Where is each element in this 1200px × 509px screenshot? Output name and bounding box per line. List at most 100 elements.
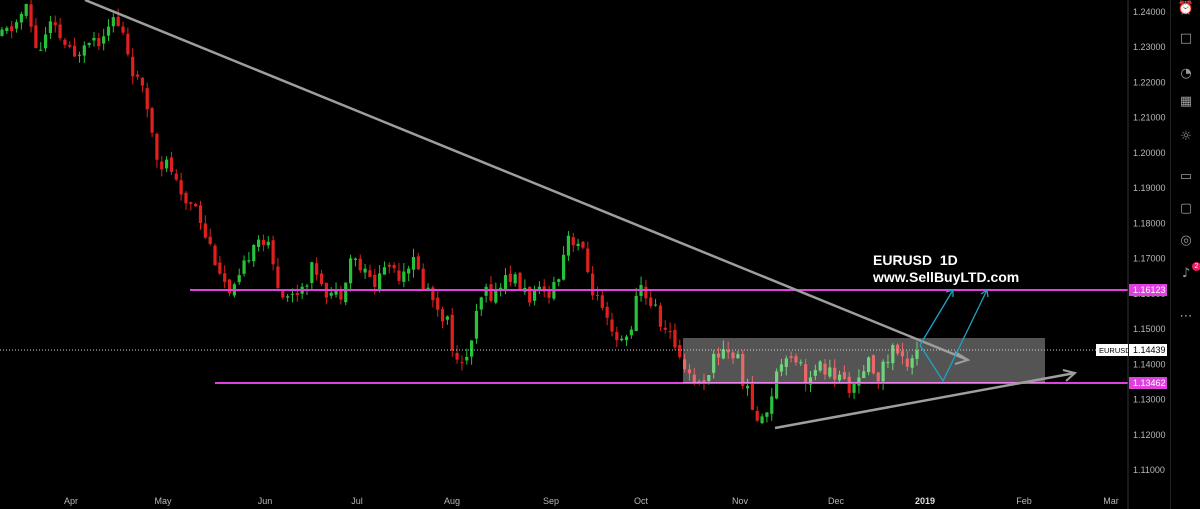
- bearish-candle[interactable]: [10, 26, 14, 32]
- bearish-candle[interactable]: [315, 263, 319, 275]
- bearish-candle[interactable]: [126, 33, 130, 55]
- bullish-candle[interactable]: [537, 286, 541, 292]
- bullish-candle[interactable]: [111, 17, 115, 27]
- bearish-candle[interactable]: [397, 270, 401, 281]
- bearish-candle[interactable]: [455, 353, 459, 360]
- bullish-candle[interactable]: [566, 235, 571, 256]
- bullish-candle[interactable]: [465, 356, 469, 361]
- bullish-candle[interactable]: [634, 295, 638, 331]
- bullish-candle[interactable]: [808, 377, 813, 385]
- bullish-candle[interactable]: [353, 258, 358, 260]
- bearish-candle[interactable]: [687, 369, 692, 374]
- bullish-candle[interactable]: [818, 361, 822, 371]
- bearish-candle[interactable]: [174, 173, 178, 180]
- bullish-candle[interactable]: [411, 256, 416, 270]
- bearish-candle[interactable]: [29, 4, 33, 27]
- bearish-candle[interactable]: [189, 202, 193, 204]
- alarm-clock-icon[interactable]: ⏰: [1177, 1, 1195, 16]
- bearish-candle[interactable]: [97, 38, 101, 47]
- bullish-candle[interactable]: [378, 273, 382, 290]
- bullish-candle[interactable]: [77, 54, 82, 56]
- bearish-candle[interactable]: [431, 287, 435, 301]
- bearish-candle[interactable]: [842, 372, 846, 379]
- bearish-candle[interactable]: [528, 286, 532, 303]
- bearish-candle[interactable]: [804, 364, 808, 383]
- ascending-trendline[interactable]: [774, 371, 1076, 430]
- bearish-candle[interactable]: [440, 309, 445, 322]
- projection-arrow-path-2[interactable]: [919, 289, 988, 383]
- bullish-candle[interactable]: [736, 354, 740, 359]
- bearish-candle[interactable]: [58, 24, 62, 39]
- bearish-candle[interactable]: [581, 241, 585, 248]
- projection-arrow-path[interactable]: [919, 289, 954, 346]
- bearish-candle[interactable]: [421, 268, 425, 290]
- bullish-candle[interactable]: [48, 21, 53, 34]
- bullish-candle[interactable]: [828, 367, 832, 377]
- bearish-candle[interactable]: [116, 16, 120, 26]
- bullish-candle[interactable]: [707, 375, 711, 382]
- bullish-candle[interactable]: [484, 286, 488, 296]
- bullish-candle[interactable]: [770, 396, 774, 414]
- bullish-candle[interactable]: [775, 371, 779, 399]
- bullish-candle[interactable]: [87, 42, 91, 45]
- bearish-candle[interactable]: [649, 297, 653, 307]
- bullish-candle[interactable]: [760, 416, 764, 424]
- ideas-icon[interactable]: ◔: [1180, 66, 1192, 81]
- bullish-candle[interactable]: [310, 262, 314, 284]
- bullish-candle[interactable]: [402, 271, 406, 282]
- bullish-candle[interactable]: [653, 304, 658, 306]
- bearish-candle[interactable]: [794, 356, 798, 363]
- bullish-candle[interactable]: [266, 241, 270, 246]
- bullish-candle[interactable]: [106, 26, 111, 36]
- bearish-candle[interactable]: [319, 273, 324, 285]
- bearish-candle[interactable]: [373, 274, 377, 287]
- speech-bubble-icon[interactable]: ▢: [1179, 201, 1193, 216]
- bearish-candle[interactable]: [489, 284, 493, 301]
- bearish-candle[interactable]: [218, 262, 222, 274]
- bearish-candle[interactable]: [223, 273, 227, 282]
- bullish-candle[interactable]: [19, 13, 23, 23]
- bearish-candle[interactable]: [871, 355, 876, 374]
- bearish-candle[interactable]: [741, 353, 745, 386]
- bullish-candle[interactable]: [39, 49, 43, 51]
- bullish-candle[interactable]: [513, 274, 517, 284]
- bearish-candle[interactable]: [460, 362, 464, 364]
- bullish-candle[interactable]: [329, 292, 333, 296]
- bullish-candle[interactable]: [862, 371, 866, 379]
- bullish-candle[interactable]: [445, 316, 449, 320]
- bearish-candle[interactable]: [668, 331, 672, 333]
- bullish-candle[interactable]: [344, 282, 348, 303]
- bullish-candle[interactable]: [334, 290, 338, 295]
- bullish-candle[interactable]: [915, 350, 919, 359]
- bearish-candle[interactable]: [876, 372, 880, 382]
- chat-icon[interactable]: □: [1179, 31, 1193, 46]
- bullish-candle[interactable]: [779, 364, 784, 372]
- chats-icon[interactable]: ▭: [1179, 169, 1193, 184]
- bearish-candle[interactable]: [135, 74, 140, 77]
- bearish-candle[interactable]: [145, 88, 149, 110]
- bullish-candle[interactable]: [237, 275, 241, 283]
- bearish-candle[interactable]: [261, 239, 266, 246]
- bearish-candle[interactable]: [518, 272, 522, 291]
- bearish-candle[interactable]: [169, 157, 174, 172]
- bullish-candle[interactable]: [503, 275, 508, 290]
- bearish-candle[interactable]: [547, 290, 551, 298]
- bearish-candle[interactable]: [387, 264, 391, 267]
- bullish-candle[interactable]: [620, 338, 624, 341]
- bullish-candle[interactable]: [813, 370, 817, 376]
- price-axis[interactable]: 1.24000 1.23000 1.22000 1.21000 1.20000 1.190…: [1133, 7, 1166, 475]
- bullish-candle[interactable]: [866, 357, 871, 373]
- bearish-candle[interactable]: [586, 248, 590, 273]
- bearish-candle[interactable]: [683, 359, 687, 370]
- bearish-candle[interactable]: [68, 44, 72, 47]
- more-dots-icon[interactable]: ⋯: [1179, 309, 1193, 324]
- bullish-candle[interactable]: [286, 296, 290, 298]
- bearish-candle[interactable]: [673, 329, 677, 348]
- bullish-candle[interactable]: [102, 36, 106, 44]
- bullish-candle[interactable]: [712, 354, 716, 373]
- bearish-candle[interactable]: [155, 133, 159, 160]
- bearish-candle[interactable]: [595, 294, 600, 296]
- calendar-icon[interactable]: ▦: [1179, 94, 1193, 109]
- bearish-candle[interactable]: [847, 376, 851, 393]
- bullish-candle[interactable]: [852, 383, 856, 393]
